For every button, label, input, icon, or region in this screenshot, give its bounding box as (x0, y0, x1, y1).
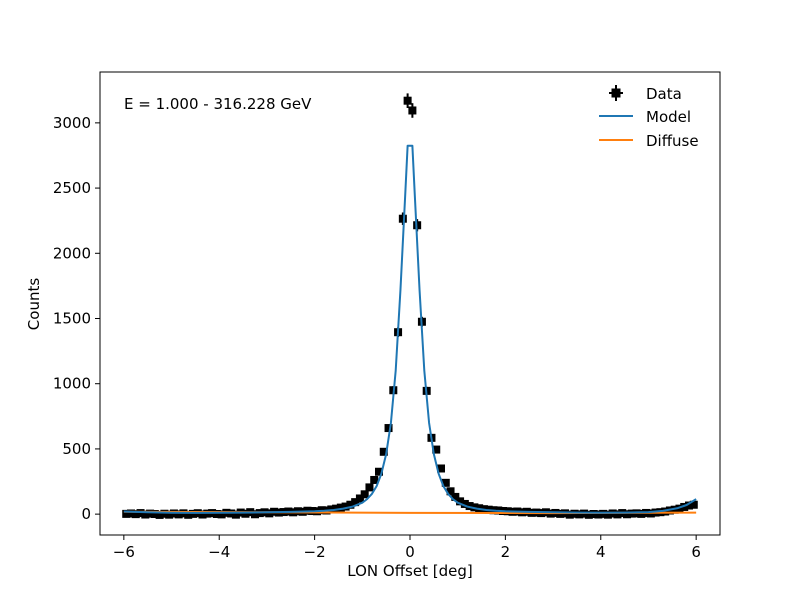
data-point (446, 487, 455, 496)
y-tick-label: 3000 (53, 114, 91, 132)
y-tick-label: 2500 (53, 179, 91, 197)
y-axis-ticks: 0 500 1000 1500 2000 2500 3000 (53, 114, 100, 523)
data-point (441, 478, 450, 487)
series-data (122, 93, 698, 519)
data-point (355, 494, 364, 503)
data-point (403, 93, 412, 108)
data-point (437, 464, 445, 473)
legend-data-label: Data (646, 85, 682, 103)
x-axis-label: LON Offset [deg] (347, 562, 472, 580)
data-point (689, 500, 698, 509)
y-tick-label: 1000 (53, 375, 91, 393)
x-tick-label: −6 (113, 543, 135, 561)
data-point (375, 467, 383, 476)
y-tick-label: 2000 (53, 244, 91, 262)
plot-marks (122, 93, 698, 519)
legend-entry-data: Data (609, 85, 682, 103)
plot-frame (99, 71, 721, 536)
data-point (408, 103, 417, 118)
x-tick-label: −2 (304, 543, 326, 561)
data-point (360, 490, 369, 499)
legend-diffuse-label: Diffuse (646, 132, 699, 150)
legend-data-marker (611, 88, 621, 98)
y-tick-label: 0 (81, 505, 91, 523)
series-model-line (123, 144, 697, 514)
data-point (365, 483, 374, 492)
data-point (451, 492, 460, 501)
data-point (370, 475, 379, 484)
x-tick-label: 0 (405, 543, 415, 561)
x-tick-label: 6 (691, 543, 701, 561)
data-point (432, 445, 441, 454)
data-point (379, 447, 388, 456)
energy-range-annotation: E = 1.000 - 316.228 GeV (124, 95, 312, 113)
y-axis-label: Counts (25, 278, 43, 331)
x-axis-ticks: −6 −4 −2 0 2 4 6 (113, 535, 701, 561)
legend-model-label: Model (646, 108, 691, 126)
x-tick-label: −4 (208, 543, 230, 561)
x-tick-label: 4 (596, 543, 606, 561)
x-tick-label: 2 (501, 543, 511, 561)
y-tick-label: 500 (62, 440, 91, 458)
legend-entry-model: Model (599, 108, 691, 126)
y-tick-label: 1500 (53, 309, 91, 327)
legend: Data Model Diffuse (599, 85, 699, 150)
legend-entry-diffuse: Diffuse (599, 132, 699, 150)
